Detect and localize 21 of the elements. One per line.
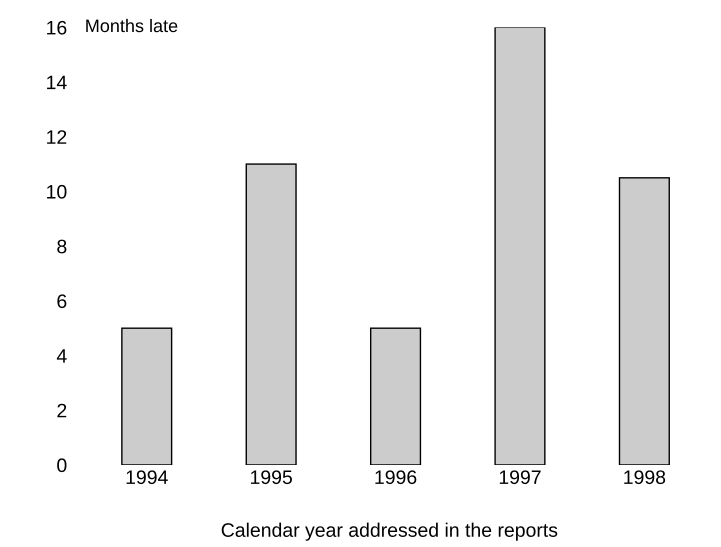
x-tick-label: 1996 — [375, 470, 416, 484]
y-tick-label: 12 — [47, 130, 66, 144]
y-tick-label: 10 — [47, 184, 66, 199]
y-tick-label: 4 — [56, 349, 67, 363]
x-tick-label: 1995 — [251, 470, 292, 484]
y-tick-label: 6 — [57, 294, 66, 308]
y-tick-label: 0 — [57, 458, 66, 472]
y-tick-label: 16 — [47, 20, 66, 35]
x-axis-title: Calendar year addressed in the reports — [222, 522, 558, 541]
x-tick-label: 1997 — [500, 470, 541, 484]
bar — [121, 328, 172, 465]
bar — [618, 177, 670, 465]
bar — [494, 27, 546, 465]
x-tick-label: 1998 — [624, 470, 666, 484]
y-axis-title: Months late — [86, 18, 178, 32]
y-tick-label: 14 — [47, 76, 67, 90]
y-tick-label: 2 — [57, 404, 66, 418]
bar — [246, 163, 297, 465]
bar — [370, 328, 422, 465]
y-tick-label: 8 — [57, 240, 66, 254]
x-tick-label: 1994 — [126, 470, 168, 484]
